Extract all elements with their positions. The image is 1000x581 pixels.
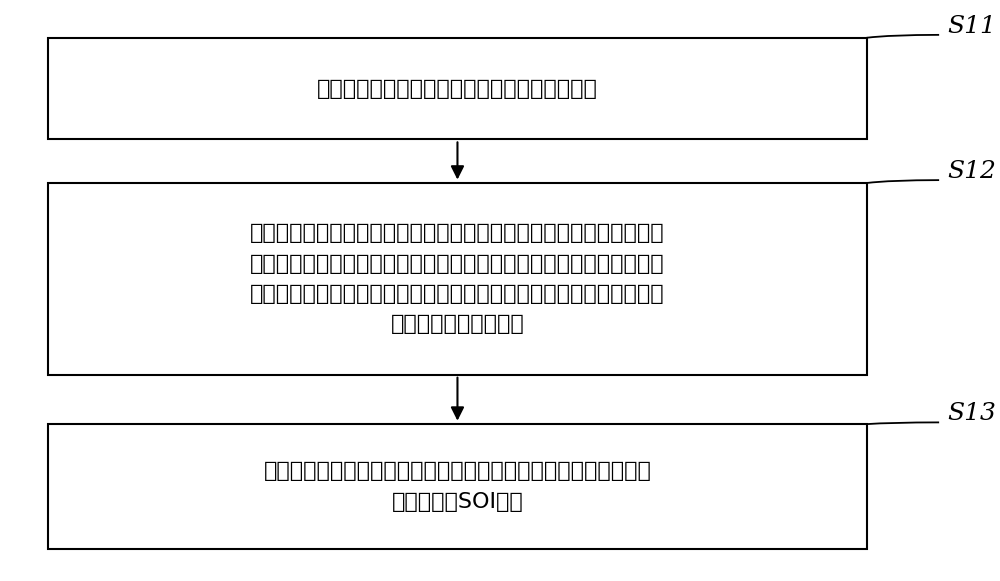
Text: 键合所述第一硅衬底的一个表面和所述第二硅衬底的氧化层表面，
以形成所述SOI衬底: 键合所述第一硅衬底的一个表面和所述第二硅衬底的氧化层表面， 以形成所述SOI衬底 [264,461,651,512]
Text: S11: S11 [947,15,996,38]
Text: S12: S12 [947,160,996,183]
Bar [48,424,867,549]
Text: S13: S13 [947,402,996,425]
Bar [48,38,867,139]
Text: 提供第一硅衬底，所述第一硅衬底包括第一硅层: 提供第一硅衬底，所述第一硅衬底包括第一硅层 [317,78,598,99]
Text: 提供第二硅衬底，所述第二硅衬底包括第三硅层和氧化层，所述氧化层
的表面存在贯穿所述氧化层的凹槽，所述凹槽位于有源区，所述凹槽中
填充有与所述第一硅层不同掺杂类型: 提供第二硅衬底，所述第二硅衬底包括第三硅层和氧化层，所述氧化层 的表面存在贯穿所… [250,223,665,335]
Bar [48,183,867,375]
